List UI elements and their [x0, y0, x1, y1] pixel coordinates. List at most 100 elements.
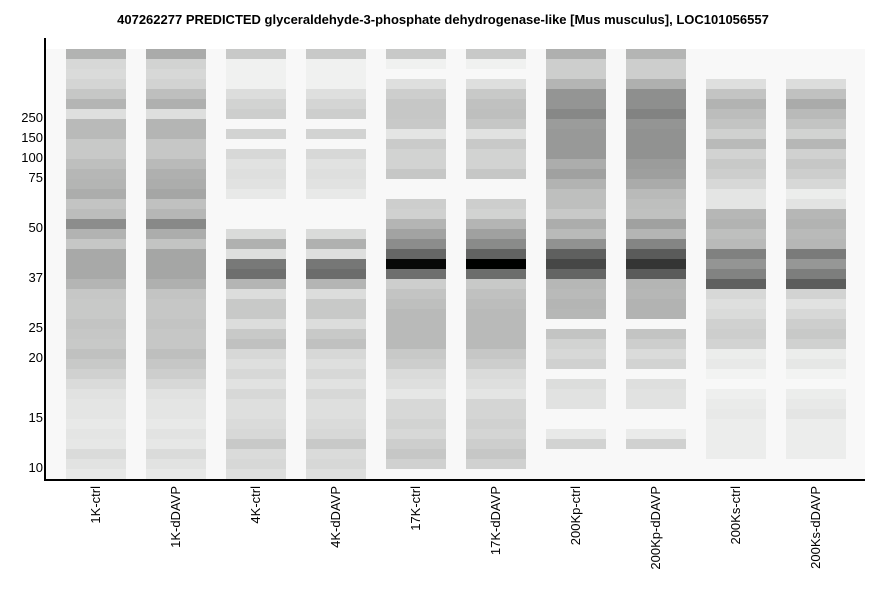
band: [706, 289, 766, 299]
band: [386, 439, 446, 449]
band: [226, 469, 286, 479]
band: [466, 169, 526, 179]
band: [146, 379, 206, 389]
band: [466, 209, 526, 219]
band: [546, 439, 606, 449]
band: [786, 399, 846, 409]
band: [546, 259, 606, 269]
band: [146, 69, 206, 79]
band: [386, 299, 446, 309]
band: [146, 229, 206, 239]
band: [786, 329, 846, 339]
band: [306, 419, 366, 429]
band: [306, 99, 366, 109]
band: [466, 129, 526, 139]
band: [226, 429, 286, 439]
band: [146, 199, 206, 209]
band: [786, 299, 846, 309]
lane-17K-dDAVP: [466, 49, 526, 469]
band: [386, 459, 446, 469]
band: [626, 279, 686, 289]
band: [386, 159, 446, 169]
band: [626, 59, 686, 69]
band: [386, 269, 446, 279]
band: [66, 219, 126, 229]
band: [626, 159, 686, 169]
band: [626, 259, 686, 269]
band: [146, 359, 206, 369]
band: [386, 399, 446, 409]
lane-label: 17K-dDAVP: [488, 486, 503, 555]
band: [66, 79, 126, 89]
band: [546, 339, 606, 349]
band: [546, 429, 606, 439]
band: [626, 129, 686, 139]
band: [146, 349, 206, 359]
band: [466, 239, 526, 249]
lane-200Kp-dDAVP: [626, 49, 686, 449]
band: [626, 399, 686, 409]
band: [706, 299, 766, 309]
band: [626, 299, 686, 309]
band: [546, 299, 606, 309]
lane-4K-dDAVP: [306, 49, 366, 479]
band: [706, 79, 766, 89]
band: [706, 169, 766, 179]
band: [626, 339, 686, 349]
y-tick-label: 25: [29, 320, 43, 335]
band: [706, 89, 766, 99]
band: [706, 309, 766, 319]
lanes: [66, 49, 846, 479]
band: [786, 89, 846, 99]
lane-200Ks-ctrl: [706, 79, 766, 459]
band: [546, 199, 606, 209]
band: [146, 139, 206, 149]
band: [546, 359, 606, 369]
band: [66, 109, 126, 119]
band: [146, 49, 206, 59]
band: [706, 109, 766, 119]
band: [306, 259, 366, 269]
band: [226, 349, 286, 359]
band: [706, 129, 766, 139]
band: [66, 459, 126, 469]
band: [386, 139, 446, 149]
band: [66, 259, 126, 269]
band: [66, 129, 126, 139]
band: [706, 179, 766, 189]
band: [146, 79, 206, 89]
band: [66, 279, 126, 289]
band: [66, 389, 126, 399]
band: [466, 339, 526, 349]
band: [146, 239, 206, 249]
band: [546, 249, 606, 259]
band: [66, 299, 126, 309]
band: [66, 89, 126, 99]
band: [386, 129, 446, 139]
band: [226, 89, 286, 99]
band: [466, 369, 526, 379]
band: [546, 129, 606, 139]
band: [466, 279, 526, 289]
band: [146, 99, 206, 109]
band: [466, 399, 526, 409]
band: [786, 259, 846, 269]
band: [306, 329, 366, 339]
band: [226, 149, 286, 159]
band: [466, 359, 526, 369]
y-tick-label: 100: [21, 150, 43, 165]
band: [626, 289, 686, 299]
band: [706, 189, 766, 199]
y-tick-label: 50: [29, 220, 43, 235]
band: [226, 129, 286, 139]
band: [546, 109, 606, 119]
band: [386, 229, 446, 239]
band: [226, 229, 286, 239]
band: [626, 379, 686, 389]
band: [466, 259, 526, 269]
band: [546, 179, 606, 189]
band: [226, 169, 286, 179]
band: [146, 269, 206, 279]
band: [786, 369, 846, 379]
chart-title: 407262277 PREDICTED glyceraldehyde-3-pho…: [117, 12, 769, 27]
